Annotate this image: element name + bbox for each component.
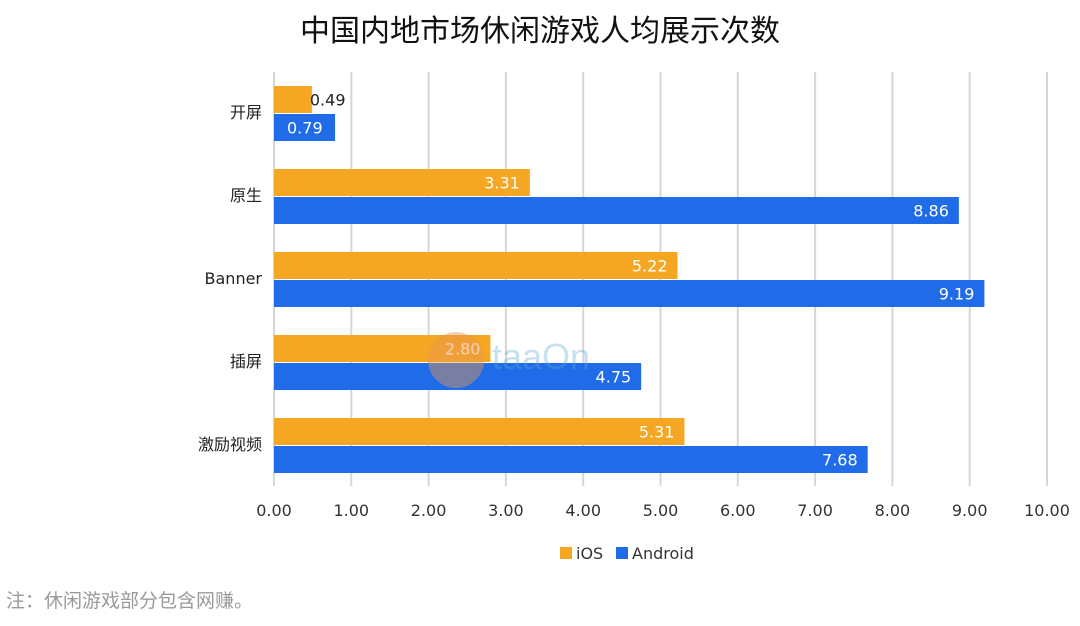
chart-title: 中国内地市场休闲游戏人均展示次数	[300, 14, 780, 49]
x-tick-label: 6.00	[720, 501, 756, 520]
data-label: 4.75	[596, 368, 632, 387]
x-tick-label: 10.00	[1024, 501, 1070, 520]
data-label: 2.80	[445, 340, 481, 359]
bar-ios	[274, 169, 530, 196]
bar-ios	[274, 252, 678, 279]
data-label: 3.31	[484, 174, 520, 193]
x-tick-label: 1.00	[333, 501, 369, 520]
data-label: 0.79	[287, 119, 323, 138]
bar-android	[274, 280, 985, 307]
legend-swatch	[560, 547, 572, 559]
footnote: 注：休闲游戏部分包含网赚。	[6, 590, 254, 612]
category-label: 激励视频	[198, 435, 262, 454]
watermark-text: taaOn	[492, 336, 591, 377]
category-label: Banner	[205, 269, 263, 288]
x-tick-label: 9.00	[952, 501, 988, 520]
x-tick-label: 2.00	[411, 501, 447, 520]
legend-label: Android	[632, 544, 694, 563]
watermark-logo	[428, 332, 484, 388]
bar-android	[274, 114, 336, 141]
category-label: 开屏	[230, 103, 262, 122]
data-label: 7.68	[822, 451, 858, 470]
data-label: 0.49	[310, 91, 346, 110]
bar-android	[274, 197, 959, 224]
data-label: 9.19	[939, 285, 975, 304]
category-label: 原生	[230, 186, 262, 205]
x-tick-label: 5.00	[643, 501, 679, 520]
x-tick-label: 4.00	[565, 501, 601, 520]
x-tick-label: 0.00	[256, 501, 292, 520]
data-label: 5.22	[632, 257, 668, 276]
x-tick-label: 8.00	[875, 501, 911, 520]
bar-ios	[274, 335, 491, 362]
data-label: 5.31	[639, 423, 675, 442]
category-label: 插屏	[230, 352, 262, 371]
bar-ios	[274, 86, 312, 113]
legend-swatch	[616, 547, 628, 559]
bar-android	[274, 446, 868, 473]
bar-android	[274, 363, 642, 390]
data-label: 8.86	[913, 202, 949, 221]
x-tick-label: 3.00	[488, 501, 524, 520]
x-tick-label: 7.00	[797, 501, 833, 520]
legend-label: iOS	[576, 544, 603, 563]
bar-ios	[274, 418, 685, 445]
